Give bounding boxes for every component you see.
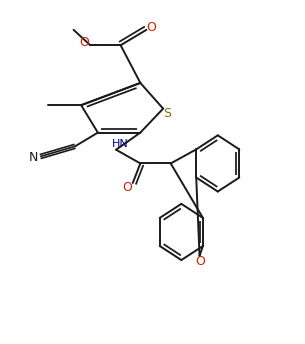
Text: O: O: [146, 21, 156, 34]
Text: HN: HN: [112, 139, 129, 149]
Text: O: O: [122, 181, 132, 194]
Text: N: N: [29, 151, 38, 164]
Text: S: S: [163, 107, 171, 120]
Text: O: O: [79, 36, 89, 49]
Text: O: O: [196, 255, 205, 268]
